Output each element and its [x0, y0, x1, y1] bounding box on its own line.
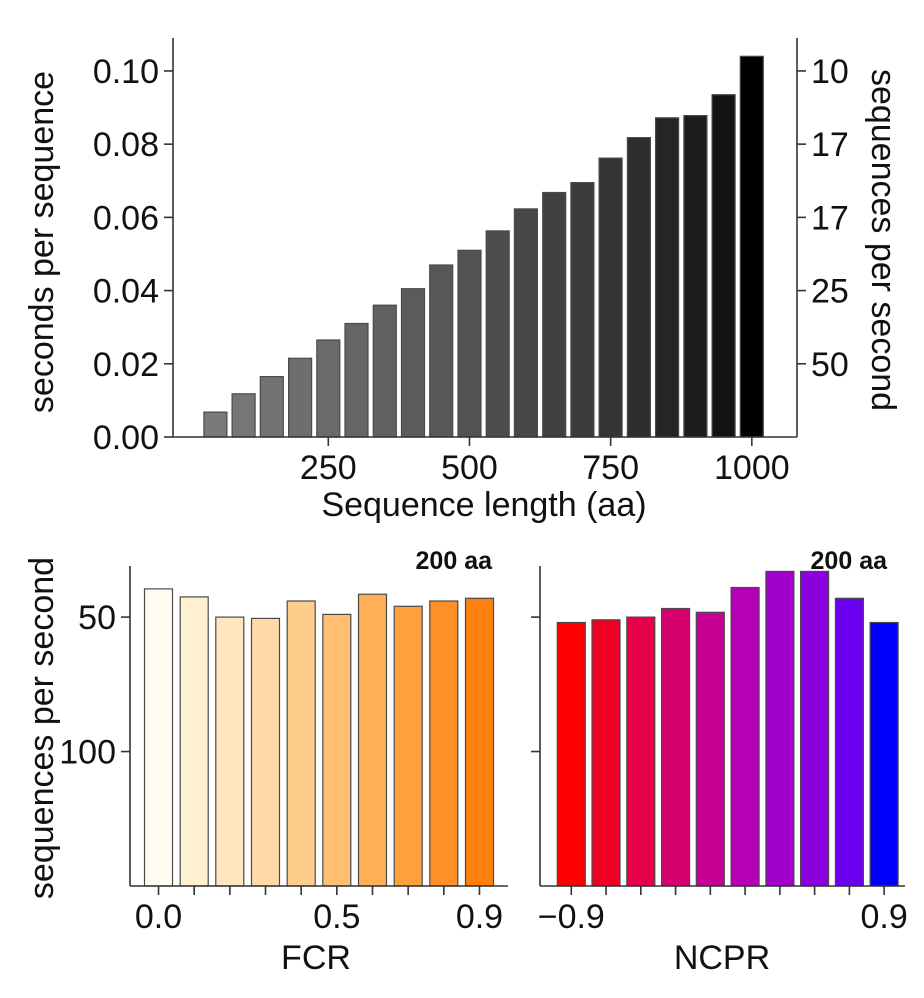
- timing-bar-15: [626, 137, 652, 438]
- ncpr-bar-6: [765, 570, 795, 887]
- timing-bar-16: [654, 117, 680, 438]
- ncpr-xtick-label-1: 0.9: [861, 898, 908, 936]
- timing-bar-6: [372, 304, 397, 438]
- fcr-bar-9: [464, 597, 495, 887]
- fcr-xtick-label-1: 0.5: [313, 898, 360, 936]
- timing-bar-14: [598, 157, 623, 438]
- ncpr-bar-9: [869, 621, 899, 887]
- fcr-bar-8: [429, 600, 459, 887]
- ncpr-bar-2: [626, 616, 656, 887]
- timing-bar-2: [259, 376, 284, 438]
- timing-chart: 250 500 750 1000 0.00 0.02 0.04 0.06 0.08 0.10 50 2…: [23, 38, 902, 524]
- timing-xlabel: Sequence length (aa): [321, 486, 646, 524]
- ncpr-chart: −0.9 0.9 NCPR 200 aa: [531, 547, 908, 977]
- timing-ytick-label-5: 0.10: [93, 53, 159, 91]
- fcr-bar-7: [393, 605, 423, 887]
- timing-bar-17: [683, 114, 708, 438]
- ncpr-bar-4: [695, 611, 725, 887]
- timing-bar-11: [513, 208, 539, 438]
- timing-ytick-label-1: 0.02: [93, 346, 159, 384]
- timing-ylabel: seconds per sequence: [23, 71, 61, 413]
- timing-bar-7: [400, 288, 426, 438]
- ncpr-bars: [556, 570, 899, 887]
- timing-ylabel-right: sequences per second: [864, 69, 902, 411]
- fcr-bar-4: [286, 600, 316, 887]
- fcr-ytick-label-0: 50: [78, 599, 116, 637]
- timing-ytick-right-label-4: 10: [811, 53, 849, 91]
- timing-bar-1: [231, 393, 256, 438]
- ncpr-bar-7: [799, 570, 830, 887]
- fcr-bars: [143, 588, 495, 887]
- timing-bar-9: [457, 249, 482, 438]
- ncpr-bar-8: [834, 597, 865, 887]
- timing-bar-12: [542, 191, 567, 438]
- timing-bars: [203, 55, 764, 438]
- timing-xtick-label-3: 1000: [714, 449, 790, 487]
- fcr-bar-5: [322, 613, 352, 887]
- ncpr-bar-3: [660, 607, 691, 887]
- timing-xtick-label-2: 750: [582, 449, 639, 487]
- timing-ytick-right-label-0: 50: [811, 346, 849, 384]
- timing-bar-10: [485, 230, 510, 438]
- timing-xtick-label-1: 500: [441, 449, 498, 487]
- fcr-ytick-label-1: 100: [59, 734, 116, 772]
- fcr-bar-3: [250, 617, 281, 887]
- timing-bar-3: [288, 357, 313, 438]
- ncpr-bar-1: [591, 619, 621, 887]
- timing-bar-13: [570, 182, 595, 438]
- timing-axes: 250 500 750 1000 0.00 0.02 0.04 0.06 0.08 0.10 50 2…: [93, 38, 849, 487]
- timing-bar-19: [739, 55, 764, 438]
- fcr-annotation: 200 aa: [416, 547, 494, 575]
- timing-ytick-label-4: 0.08: [93, 126, 159, 164]
- timing-ytick-label-3: 0.06: [93, 199, 159, 237]
- timing-ytick-label-2: 0.04: [93, 273, 159, 311]
- fcr-ylabel: sequences per second: [23, 557, 61, 899]
- timing-bar-18: [711, 94, 736, 438]
- fcr-axes: 0.0 0.5 0.9 50 100: [59, 566, 508, 936]
- fcr-xtick-label-2: 0.9: [456, 898, 503, 936]
- fcr-bar-0: [143, 588, 174, 887]
- timing-ytick-label-0: 0.00: [93, 419, 159, 457]
- fcr-bar-1: [179, 596, 209, 887]
- fcr-xtick-label-0: 0.0: [135, 898, 182, 936]
- timing-ytick-right-label-3: 17: [811, 126, 849, 164]
- ncpr-bar-0: [556, 621, 586, 887]
- fcr-xlabel: FCR: [281, 939, 351, 977]
- ncpr-xlabel: NCPR: [674, 939, 770, 977]
- fcr-bar-2: [215, 616, 245, 887]
- timing-bar-8: [429, 264, 454, 438]
- timing-xtick-label-0: 250: [300, 449, 357, 487]
- ncpr-xtick-label-0: −0.9: [538, 898, 605, 936]
- timing-bar-0: [203, 411, 228, 438]
- ncpr-bar-5: [730, 586, 760, 887]
- timing-bar-5: [344, 322, 369, 438]
- timing-ytick-right-label-2: 17: [811, 199, 849, 237]
- timing-ytick-right-label-1: 25: [811, 273, 849, 311]
- ncpr-annotation: 200 aa: [811, 547, 889, 575]
- ncpr-axes: −0.9 0.9: [531, 566, 908, 936]
- fcr-bar-6: [357, 593, 388, 887]
- timing-bar-4: [316, 339, 341, 438]
